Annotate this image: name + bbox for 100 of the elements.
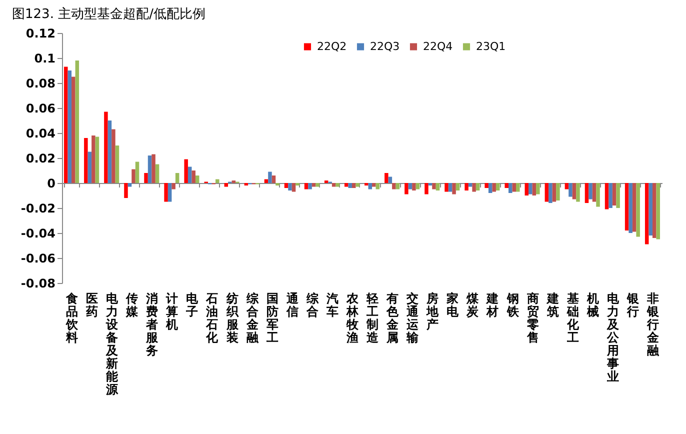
bar: [576, 183, 580, 202]
bar: [592, 183, 596, 202]
x-tick-label: 汽车: [325, 292, 338, 318]
bar: [572, 183, 576, 200]
bar: [468, 183, 472, 187]
x-tick-label: 石油石化: [205, 292, 220, 344]
x-tick-label: 综合金融: [245, 292, 260, 344]
bar: [556, 183, 560, 200]
bar: [516, 183, 520, 192]
bar: [135, 162, 140, 183]
x-tick-label: 国防军工: [265, 292, 278, 344]
bar: [112, 129, 116, 183]
x-tick-label: 轻工制造: [366, 292, 380, 344]
bar: [636, 183, 640, 237]
legend-label: 22Q4: [423, 40, 453, 53]
bar: [168, 183, 172, 202]
bar: [624, 183, 629, 230]
bar: [604, 183, 609, 210]
bar: [632, 183, 636, 232]
bar: [152, 154, 156, 183]
bar: [584, 183, 589, 203]
legend-label: 23Q1: [476, 40, 506, 53]
bar: [192, 170, 196, 183]
bar: [95, 136, 100, 183]
bar: [108, 120, 112, 183]
bar: [612, 183, 616, 206]
bar: [616, 183, 620, 208]
y-tick-label: 0.1: [34, 52, 56, 66]
x-tick-label: 综合: [305, 292, 320, 318]
bar: [312, 183, 316, 187]
y-tick-label: 0.12: [26, 26, 56, 40]
bar: [132, 169, 136, 183]
bar: [508, 183, 512, 193]
bar: [628, 183, 632, 233]
bar: [452, 183, 456, 194]
x-tick-label: 电力设备及新能源: [105, 292, 120, 396]
bar: [588, 183, 592, 200]
bar: [444, 183, 448, 192]
bar: [528, 183, 532, 194]
bar: [216, 179, 220, 183]
bar: [184, 159, 188, 183]
bar: [408, 183, 412, 190]
chart-title: 图123. 主动型基金超配/低配比例: [12, 6, 206, 22]
x-tick-label: 建筑: [546, 292, 559, 318]
bar: [144, 173, 148, 183]
bar: [372, 183, 376, 187]
bar: [504, 183, 508, 188]
bar: [608, 183, 612, 208]
bar: [304, 183, 308, 190]
bar: [336, 183, 340, 187]
bar: [404, 183, 408, 194]
legend-label: 22Q3: [370, 40, 400, 53]
bar: [396, 183, 400, 190]
bar: [124, 183, 128, 198]
bar: [656, 183, 660, 240]
bar: [568, 183, 572, 197]
x-tick-label: 计算机: [165, 292, 178, 332]
x-tick-label: 消费者服务: [145, 292, 160, 358]
bar: [292, 183, 296, 192]
bar: [356, 183, 360, 187]
bar: [648, 183, 652, 236]
bar: [488, 183, 492, 193]
x-tick-label: 纺织服装: [225, 292, 240, 344]
bar: [224, 183, 228, 187]
bar: [164, 183, 168, 202]
bar: [92, 136, 96, 183]
bar: [195, 176, 200, 183]
y-tick-label: -0.06: [20, 252, 56, 266]
bar: [352, 183, 356, 188]
x-tick-label: 交通运输: [406, 292, 420, 344]
bar: [64, 66, 68, 183]
bar: [432, 183, 436, 190]
bar: [536, 183, 540, 194]
bar: [344, 183, 348, 187]
bar: [476, 183, 480, 190]
bar: [188, 166, 192, 183]
x-tick-label: 基础化工: [566, 292, 580, 344]
bar: [172, 183, 176, 190]
bar: [492, 183, 496, 192]
bar: [104, 112, 108, 183]
y-tick-label: -0.08: [20, 276, 56, 290]
bar: [512, 183, 516, 192]
bar: [448, 183, 452, 192]
bar: [544, 183, 549, 202]
y-tick-label: 0.02: [26, 152, 56, 166]
bar: [564, 183, 569, 190]
bar: [532, 183, 536, 196]
bar: [268, 172, 272, 183]
bar: [332, 183, 336, 187]
bar: [496, 183, 500, 190]
legend-label: 22Q2: [317, 40, 347, 53]
x-tick-label: 家电: [446, 292, 460, 318]
bar: [84, 138, 88, 183]
bar: [308, 183, 312, 190]
x-tick-label: 电力及公用事业: [606, 292, 620, 384]
x-tick-label: 非银行金融: [646, 292, 660, 358]
bar: [376, 183, 380, 190]
bar: [115, 146, 120, 183]
bar: [88, 152, 92, 183]
bar: [392, 183, 396, 190]
